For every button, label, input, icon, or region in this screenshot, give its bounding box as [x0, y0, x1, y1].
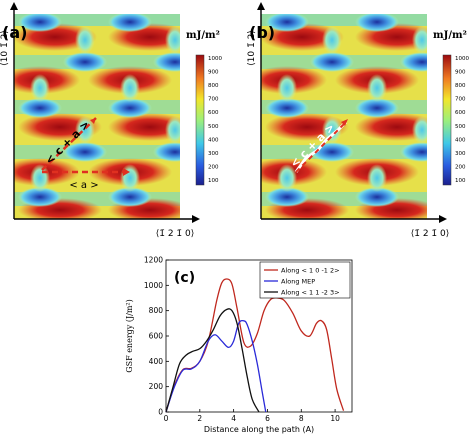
panel-a: < c + a > < a > ⟨10 1̄ 2⟩ ⟨1̄ 2 1̄ 0⟩ (a… — [0, 0, 237, 242]
a-vec-label: < a > — [69, 180, 98, 191]
colorbar-a — [195, 54, 205, 186]
x-axis-arrow-a — [192, 215, 200, 223]
c-plus-a-path-b — [295, 121, 347, 173]
colorbar-ticks-b: 1000 900 800 700 600 500 400 300 200 100 — [455, 56, 469, 184]
panel-a-svg: < c + a > < a > ⟨10 1̄ 2⟩ ⟨1̄ 2 1̄ 0⟩ (a… — [0, 2, 222, 239]
panel-label-b: (b) — [249, 23, 275, 42]
colorbar-tick-label: 200 — [455, 164, 466, 170]
energy-map-a — [14, 14, 180, 219]
y-tick-label: 200 — [149, 382, 164, 391]
colorbar-tick-label: 500 — [208, 124, 219, 130]
x-axis-arrow-b — [439, 215, 447, 223]
legend-entry: Along MEP — [281, 278, 315, 286]
x-tick-label: 4 — [231, 414, 236, 423]
colorbar-tick-label: 100 — [455, 178, 466, 184]
a-arrowhead — [123, 168, 130, 176]
colorbar-tick-label: 200 — [208, 164, 219, 170]
series-line-3 — [165, 308, 260, 413]
panel-label-c: (c) — [174, 270, 195, 286]
y-tick-label: 1200 — [144, 256, 163, 265]
c-plus-a-path-a — [41, 117, 97, 171]
x-tick-label: 10 — [330, 414, 340, 423]
colorbar-unit-b: mJ/m² — [433, 30, 467, 41]
y-axis-label-a: ⟨10 1̄ 2⟩ — [0, 30, 10, 66]
y-axis-arrow-a — [10, 2, 18, 10]
chart-ticks: 0 2 4 6 8 10 0 200 400 600 800 1000 1200 — [144, 256, 340, 424]
colorbar-tick-label: 900 — [208, 70, 219, 76]
chart-series — [165, 278, 345, 413]
y-tick-label: 800 — [149, 306, 164, 315]
colorbar-tick-label: 300 — [455, 151, 466, 157]
legend-entry: Along < 1 0 -1 2> — [281, 267, 340, 275]
series-line-2 — [165, 319, 267, 413]
gsf-line-chart: 0 2 4 6 8 10 0 200 400 600 800 1000 1200 (c) Distanc… — [125, 256, 353, 434]
colorbar-tick-label: 100 — [208, 178, 219, 184]
y-tick-label: 0 — [158, 408, 163, 417]
colorbar-b — [442, 54, 452, 186]
x-axis-title: Distance along the path (A) — [204, 425, 314, 434]
x-tick-label: 6 — [265, 414, 270, 423]
x-tick-label: 8 — [299, 414, 304, 423]
y-axis-arrow-b — [257, 2, 265, 10]
energy-map-b — [261, 14, 427, 219]
chart-legend: Along < 1 0 -1 2> Along MEP Along < 1 1 -2… — [259, 261, 351, 299]
colorbar-tick-label: 300 — [208, 151, 219, 157]
colorbar-tick-label: 400 — [455, 137, 466, 143]
legend-entry: Along < 1 1 -2 3> — [281, 289, 340, 297]
x-tick-label: 2 — [197, 414, 202, 423]
colorbar-tick-label: 600 — [455, 110, 466, 116]
colorbar-tick-label: 1000 — [455, 56, 469, 62]
y-axis-title: GSF energy (J/m²) — [125, 299, 134, 373]
x-axis-label-a: ⟨1̄ 2 1̄ 0⟩ — [156, 229, 195, 239]
c-plus-a-label-b: < c + a > — [288, 121, 337, 170]
colorbar-unit-a: mJ/m² — [186, 30, 220, 41]
panel-label-a: (a) — [2, 23, 27, 42]
colorbar-ticks-a: 1000 900 800 700 600 500 400 300 200 100 — [208, 56, 222, 184]
y-tick-label: 1000 — [144, 281, 163, 290]
colorbar-tick-label: 1000 — [208, 56, 222, 62]
mep-path-b — [294, 120, 348, 173]
x-tick-label: 0 — [164, 414, 169, 423]
colorbar-tick-label: 700 — [208, 97, 219, 103]
c-plus-a-arrowhead-a — [90, 118, 96, 124]
colorbar-tick-label: 400 — [208, 137, 219, 143]
c-plus-a-arrowhead-b — [341, 119, 348, 126]
colorbar-tick-label: 700 — [455, 97, 466, 103]
colorbar-tick-label: 500 — [455, 124, 466, 130]
x-axis-label-b: ⟨1̄ 2 1̄ 0⟩ — [411, 229, 450, 239]
y-axis-label-b: ⟨10 1̄ 2⟩ — [247, 30, 257, 66]
y-tick-label: 600 — [149, 332, 164, 341]
panel-c: 0 2 4 6 8 10 0 200 400 600 800 1000 1200 (c) Distanc… — [118, 248, 358, 434]
colorbar-tick-label: 800 — [208, 83, 219, 89]
y-tick-label: 400 — [149, 357, 164, 366]
colorbar-tick-label: 900 — [455, 70, 466, 76]
colorbar-tick-label: 800 — [455, 83, 466, 89]
colorbar-tick-label: 600 — [208, 110, 219, 116]
